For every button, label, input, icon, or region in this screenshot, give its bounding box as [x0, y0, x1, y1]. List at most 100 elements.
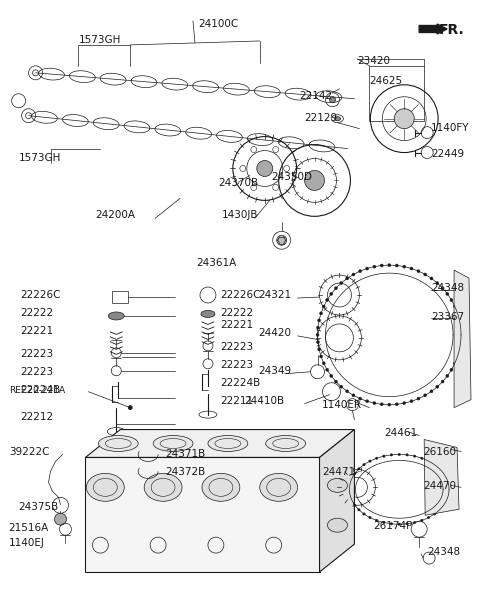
Circle shape	[305, 170, 324, 190]
Circle shape	[443, 504, 445, 506]
Ellipse shape	[201, 311, 215, 317]
Circle shape	[366, 267, 369, 270]
Circle shape	[325, 299, 329, 302]
Text: 1140FY: 1140FY	[431, 123, 469, 133]
Polygon shape	[424, 440, 459, 515]
Circle shape	[351, 499, 353, 502]
Circle shape	[413, 455, 416, 457]
Text: 1140EJ: 1140EJ	[9, 538, 45, 548]
Text: 22223: 22223	[21, 349, 54, 359]
Circle shape	[335, 287, 337, 290]
Circle shape	[433, 513, 436, 515]
Text: 22142: 22142	[300, 91, 333, 101]
Text: 1430JB: 1430JB	[222, 210, 258, 220]
Circle shape	[351, 477, 353, 480]
Circle shape	[354, 472, 356, 475]
Text: 23367: 23367	[431, 312, 464, 322]
Circle shape	[366, 399, 369, 402]
Circle shape	[450, 368, 453, 371]
Ellipse shape	[108, 312, 124, 320]
Circle shape	[430, 390, 433, 393]
Circle shape	[388, 403, 391, 406]
Circle shape	[438, 509, 441, 511]
Circle shape	[417, 397, 420, 400]
Text: 22224B: 22224B	[220, 378, 260, 388]
Circle shape	[453, 305, 456, 308]
Text: 24350D: 24350D	[272, 173, 312, 182]
Circle shape	[369, 460, 371, 462]
Circle shape	[445, 477, 448, 480]
Circle shape	[420, 457, 423, 460]
Ellipse shape	[266, 435, 306, 452]
Text: 1573GH: 1573GH	[78, 35, 121, 45]
Text: 23420: 23420	[358, 56, 390, 66]
Polygon shape	[320, 429, 354, 572]
Circle shape	[396, 264, 398, 267]
Circle shape	[396, 402, 398, 406]
Circle shape	[128, 406, 132, 410]
Circle shape	[375, 519, 378, 522]
Text: 22221: 22221	[21, 326, 54, 336]
Circle shape	[329, 97, 336, 103]
Circle shape	[349, 494, 351, 496]
Text: 24410B: 24410B	[244, 396, 284, 406]
Text: 24349: 24349	[258, 366, 291, 376]
Text: 1573GH: 1573GH	[19, 153, 61, 162]
Circle shape	[316, 333, 319, 336]
Text: 21516A: 21516A	[9, 523, 49, 533]
Circle shape	[410, 399, 413, 402]
Circle shape	[436, 385, 439, 389]
Circle shape	[316, 326, 319, 329]
Text: 24100C: 24100C	[198, 19, 238, 29]
Circle shape	[363, 463, 365, 466]
Circle shape	[453, 362, 456, 365]
Ellipse shape	[335, 117, 340, 120]
Circle shape	[276, 235, 287, 245]
Circle shape	[441, 380, 444, 383]
Circle shape	[383, 455, 385, 457]
Circle shape	[450, 299, 453, 302]
Text: 22224B: 22224B	[21, 385, 61, 395]
Circle shape	[375, 457, 378, 460]
Circle shape	[349, 483, 351, 485]
Circle shape	[403, 402, 406, 404]
Text: 24321: 24321	[258, 290, 291, 300]
Circle shape	[430, 277, 433, 280]
Circle shape	[348, 488, 350, 491]
Circle shape	[346, 277, 348, 280]
Circle shape	[459, 326, 462, 329]
Circle shape	[456, 355, 459, 358]
Circle shape	[320, 355, 323, 358]
Text: 22226C: 22226C	[220, 290, 261, 300]
Text: 1140ER: 1140ER	[322, 399, 361, 410]
Text: 22226C: 22226C	[21, 290, 61, 300]
Ellipse shape	[208, 435, 248, 452]
Circle shape	[320, 312, 323, 315]
Text: 22222: 22222	[21, 308, 54, 318]
Circle shape	[443, 472, 445, 475]
Circle shape	[318, 348, 321, 351]
Text: 22211: 22211	[220, 396, 253, 406]
Circle shape	[359, 397, 361, 400]
Circle shape	[340, 385, 343, 389]
Circle shape	[55, 513, 66, 525]
Text: 24420: 24420	[258, 328, 291, 338]
Circle shape	[383, 521, 385, 523]
Circle shape	[427, 460, 430, 462]
Polygon shape	[454, 270, 471, 407]
Circle shape	[420, 519, 423, 522]
FancyArrow shape	[419, 24, 447, 34]
Circle shape	[380, 402, 384, 406]
Polygon shape	[85, 457, 320, 572]
Text: 22129: 22129	[305, 112, 338, 123]
Bar	[112, 291, 128, 303]
Circle shape	[445, 499, 448, 502]
Circle shape	[448, 488, 450, 491]
Text: 24370B: 24370B	[218, 179, 258, 188]
Text: 22221: 22221	[220, 320, 253, 330]
Text: REF.20-221A: REF.20-221A	[9, 385, 65, 395]
Ellipse shape	[144, 474, 182, 501]
Circle shape	[358, 468, 360, 470]
Text: 24372B: 24372B	[165, 468, 205, 477]
Circle shape	[352, 273, 355, 276]
